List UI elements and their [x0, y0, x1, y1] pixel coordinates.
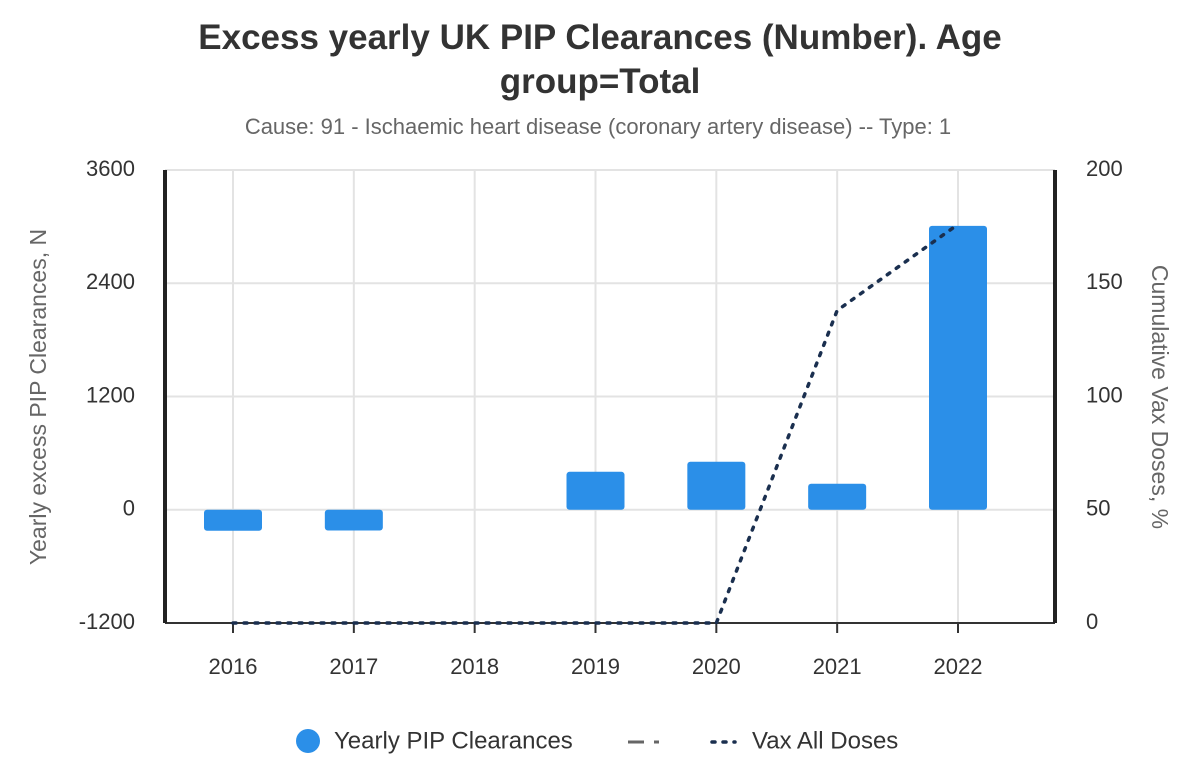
x-tick-label: 2019	[571, 654, 620, 679]
y2-axis-label: Cumulative Vax Doses, %	[1147, 265, 1173, 529]
y2-tick-label: 50	[1086, 496, 1110, 521]
y2-tick-label: 150	[1086, 269, 1123, 294]
bar	[204, 509, 262, 531]
legend-label: Vax All Doses	[752, 727, 898, 754]
x-tick-label: 2017	[329, 654, 378, 679]
y2-tick-label: 0	[1086, 609, 1098, 634]
bar	[929, 225, 987, 510]
chart-subtitle: Cause: 91 - Ischaemic heart disease (cor…	[245, 114, 951, 139]
bar	[324, 509, 383, 531]
y-tick-label: 2400	[86, 269, 135, 294]
y-axis-label: Yearly excess PIP Clearances, N	[25, 229, 51, 565]
legend-label: Yearly PIP Clearances	[334, 727, 573, 754]
x-tick-label: 2021	[813, 654, 862, 679]
x-tick-label: 2020	[692, 654, 741, 679]
y-tick-label: 1200	[86, 382, 135, 407]
bar	[566, 471, 625, 510]
bar	[808, 483, 867, 510]
x-tick-label: 2022	[934, 654, 983, 679]
y-tick-label: 0	[123, 496, 135, 521]
line-series	[231, 222, 960, 625]
x-tick-label: 2018	[450, 654, 499, 679]
y2-tick-label: 200	[1086, 156, 1123, 181]
y-tick-label: 3600	[86, 156, 135, 181]
y2-tick-label: 100	[1086, 382, 1123, 407]
legend-marker	[296, 729, 320, 753]
y-tick-label: -1200	[79, 609, 135, 634]
chart-title: Excess yearly UK PIP Clearances (Number)…	[198, 18, 1002, 101]
bar	[687, 461, 746, 510]
x-tick-label: 2016	[209, 654, 258, 679]
